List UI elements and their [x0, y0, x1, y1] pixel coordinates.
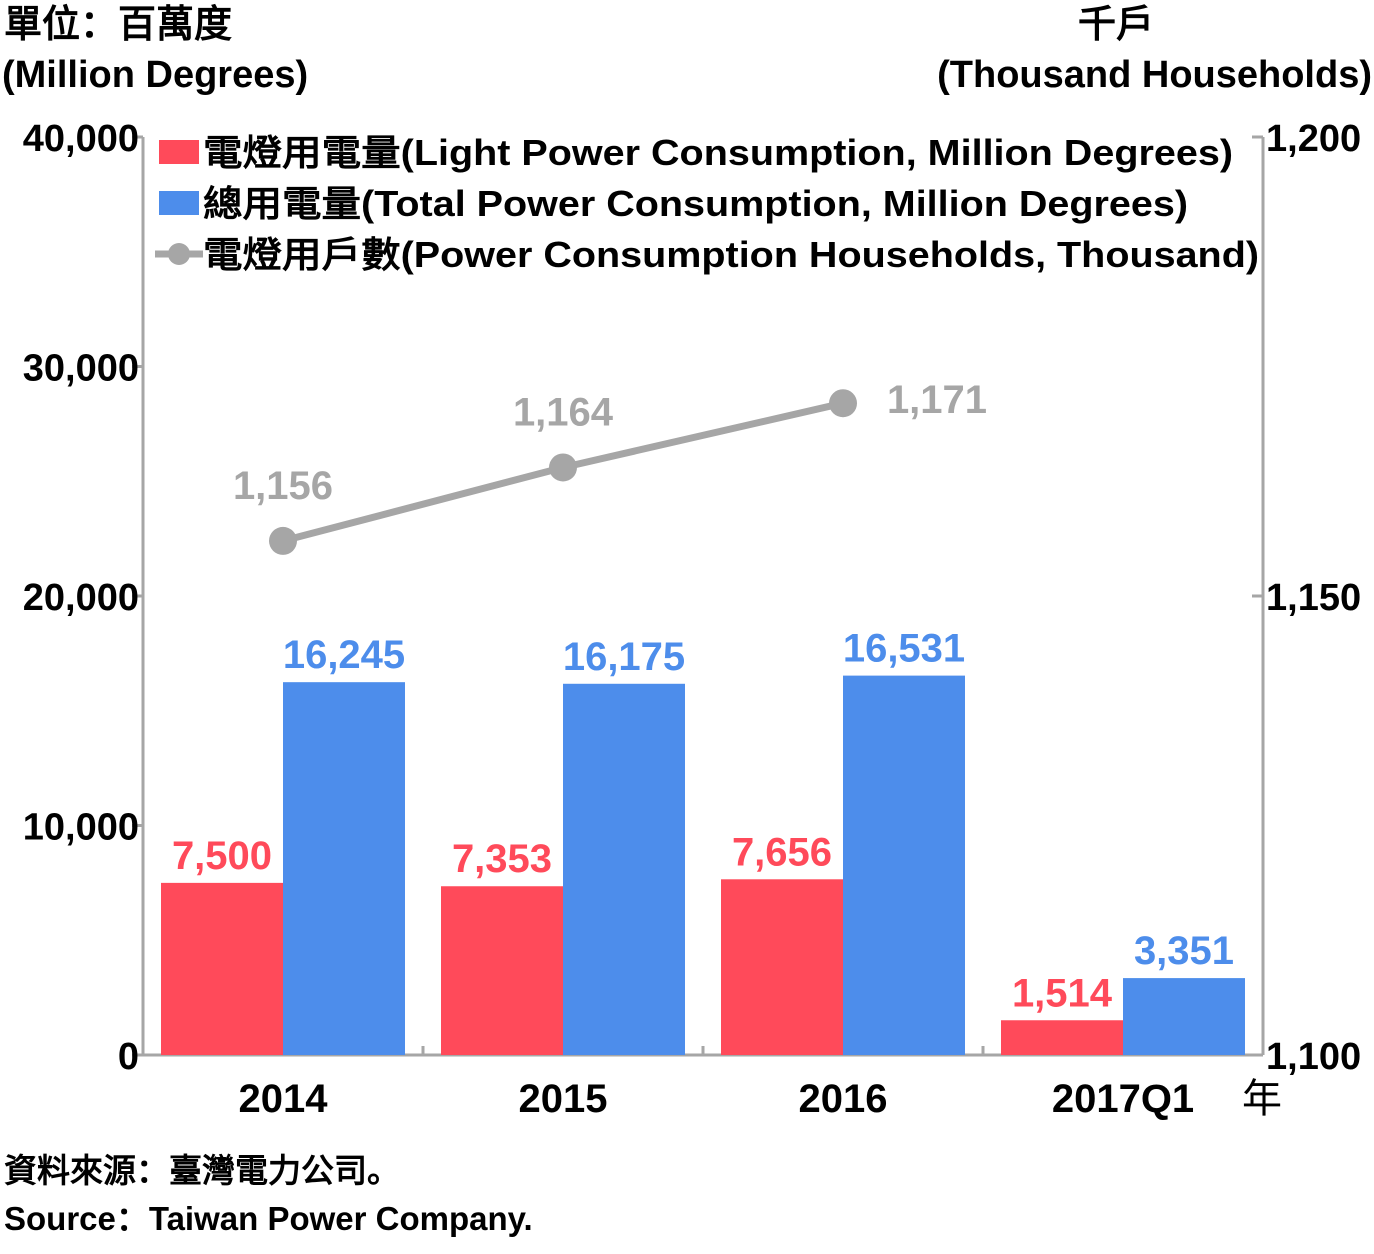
left-axis-unit-zh: 單位：百萬度: [4, 4, 233, 46]
households-point: [269, 526, 297, 555]
light-consumption-label: 1,514: [1012, 971, 1113, 1015]
data-labels: 7,500 7,353 7,656 1,514 16,245 16,175 16,531 3,…: [172, 378, 1234, 1015]
households-point: [549, 453, 577, 482]
right-axis-unit-zh: 千戶: [1077, 4, 1154, 46]
left-axis-tick-label: 0: [118, 1036, 139, 1078]
source-en: Source：Taiwan Power Company.: [4, 1200, 533, 1237]
right-axis-tick-label: 1,150: [1266, 577, 1361, 619]
legend-entry-label: 總用電量(Total Power Consumption, Million De…: [203, 183, 1188, 224]
legend: 電燈用電量(Light Power Consumption, Million D…: [155, 132, 1259, 275]
x-axis-category-label: 2017Q1: [1052, 1077, 1194, 1121]
left-axis-tick-label: 30,000: [23, 348, 139, 390]
total-consumption-bar: [283, 682, 405, 1055]
legend-swatch-light: [159, 140, 199, 164]
households-label: 1,171: [887, 378, 987, 422]
x-axis-category-label: 2014: [239, 1077, 329, 1121]
light-consumption-label: 7,500: [172, 834, 272, 878]
total-consumption-label: 3,351: [1134, 929, 1234, 973]
line-series: [269, 389, 857, 555]
total-consumption-bar: [843, 675, 965, 1055]
households-label: 1,156: [233, 464, 333, 508]
left-axis-tick-label: 20,000: [23, 577, 139, 619]
light-consumption-label: 7,353: [452, 837, 552, 881]
bar-series: [161, 675, 1245, 1055]
chart-axes: 0 10,000 20,000 30,000 40,000 1,100 1,150 1,200…: [23, 118, 1361, 1121]
total-consumption-label: 16,531: [843, 627, 965, 671]
left-axis-tick-label: 40,000: [23, 118, 139, 160]
right-axis-unit-en: (Thousand Households): [937, 54, 1372, 96]
x-axis-category-label: 2015: [519, 1077, 608, 1121]
legend-entry-label: 電燈用戶數(Power Consumption Households, Thou…: [203, 234, 1259, 275]
households-label: 1,164: [513, 390, 614, 434]
legend-swatch-total: [159, 191, 199, 215]
source-zh: 資料來源：臺灣電力公司。: [4, 1152, 400, 1189]
legend-swatch-households-marker: [168, 243, 190, 265]
left-axis-tick-label: 10,000: [23, 807, 139, 849]
light-consumption-bar: [721, 879, 843, 1055]
total-consumption-label: 16,245: [283, 633, 405, 677]
x-axis-category-label: 2016: [799, 1077, 888, 1121]
total-consumption-bar: [563, 683, 685, 1055]
right-axis-tick-label: 1,200: [1266, 118, 1361, 160]
left-axis-unit-en: (Million Degrees): [2, 54, 309, 96]
legend-entry-label: 電燈用電量(Light Power Consumption, Million D…: [203, 132, 1233, 173]
light-consumption-bar: [441, 886, 563, 1055]
right-axis-tick-label: 1,100: [1266, 1036, 1361, 1078]
light-consumption-bar: [1001, 1020, 1123, 1055]
total-consumption-bar: [1123, 978, 1245, 1055]
x-axis-unit-label: 年: [1242, 1077, 1282, 1121]
households-point: [829, 389, 857, 418]
light-consumption-bar: [161, 882, 283, 1055]
light-consumption-label: 7,656: [732, 830, 832, 874]
total-consumption-label: 16,175: [563, 635, 685, 679]
